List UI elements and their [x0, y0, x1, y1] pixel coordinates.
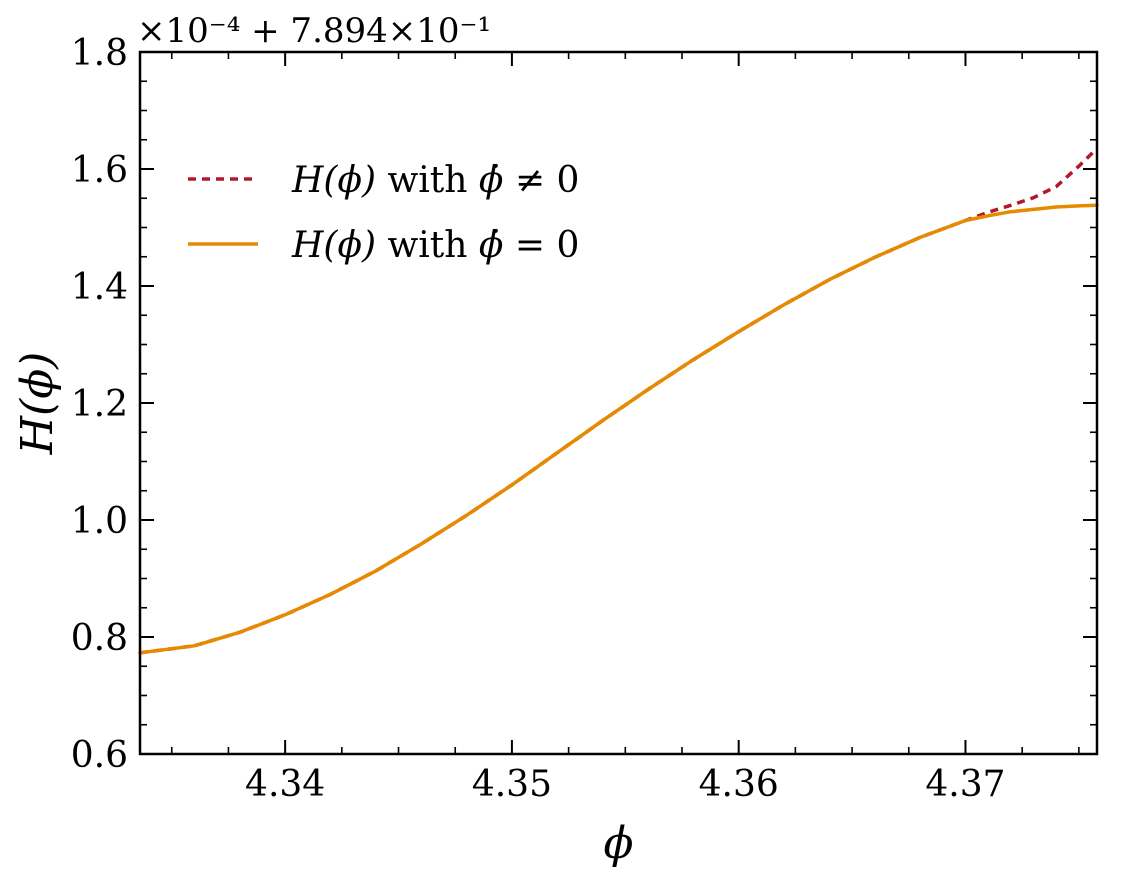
y-tick-label: 1.4 — [71, 267, 128, 308]
y-axis-label: H(ϕ) — [12, 352, 63, 456]
tick-labels: 4.34 4.35 4.36 4.37 0.6 0.8 1.0 1.2 1.4 1.6 1.8 — [71, 33, 1006, 805]
axis-offset-label: ×10⁻⁴ + 7.894×10⁻¹ — [137, 11, 491, 51]
legend-entry-nonzero-with: with — [376, 160, 479, 201]
series-line-zero — [138, 203, 1099, 655]
x-axis-label: ϕ — [604, 818, 634, 869]
axis-ticks — [140, 51, 1097, 755]
y-tick-label: 1.6 — [71, 150, 128, 191]
legend-entry-nonzero-rel: ≠ 0 — [503, 160, 579, 201]
y-tick-label: 1.0 — [71, 501, 128, 542]
x-tick-label: 4.37 — [925, 764, 1005, 805]
y-tick-label: 0.6 — [71, 735, 128, 776]
legend-entry-nonzero-func: H(ϕ) — [291, 160, 376, 201]
legend-entry-zero-with: with — [376, 225, 479, 266]
x-tick-label: 4.36 — [699, 764, 779, 805]
y-tick-label: 1.2 — [71, 384, 128, 425]
legend: H(ϕ) with ϕ̇ ≠ 0 H(ϕ) with ϕ̇ = 0 — [188, 160, 579, 266]
legend-entry-zero-func: H(ϕ) — [291, 225, 376, 266]
plot-lines — [138, 147, 1099, 655]
y-tick-label: 0.8 — [71, 618, 128, 659]
legend-entry-zero: H(ϕ) with ϕ̇ = 0 — [291, 225, 579, 266]
x-tick-label: 4.34 — [245, 764, 325, 805]
legend-entry-zero-var: ϕ̇ — [479, 225, 504, 266]
legend-entry-nonzero-var: ϕ̇ — [479, 160, 504, 201]
legend-entry-zero-rel: = 0 — [503, 225, 579, 266]
x-tick-label: 4.35 — [472, 764, 552, 805]
y-tick-label: 1.8 — [71, 33, 128, 74]
legend-entry-nonzero: H(ϕ) with ϕ̇ ≠ 0 — [291, 160, 579, 201]
plot-frame — [138, 50, 1099, 756]
